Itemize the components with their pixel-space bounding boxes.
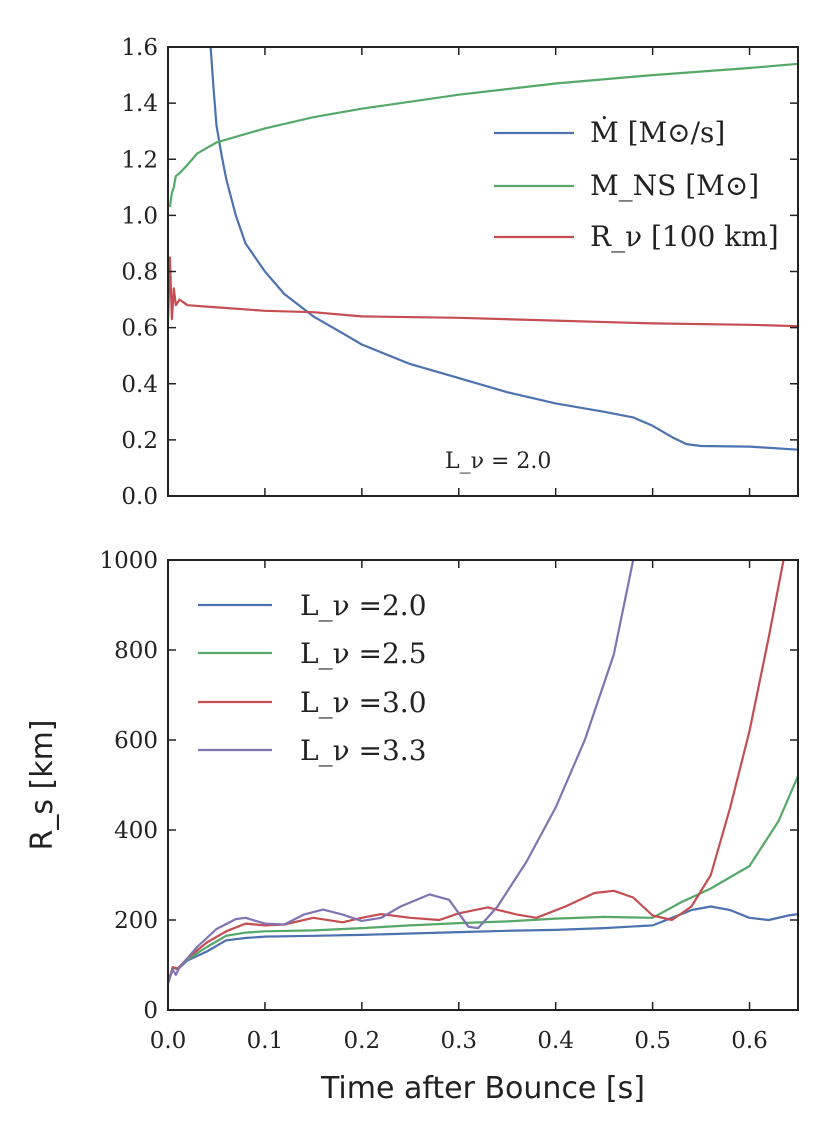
bottom-legend: L_ν =2.0 L_ν =2.5 L_ν =3.0 L_ν =3.3: [198, 589, 427, 767]
top-ticks: 0.0 0.2 0.4 0.6 0.8 1.0 1.2 1.4 1.6: [121, 35, 798, 510]
bottom-xtick-label-0: 0.0: [150, 1028, 187, 1054]
bottom-ytick-label-5: 1000: [99, 548, 158, 574]
top-series-line-0: [209, 47, 798, 451]
bottom-ytick-label-1: 200: [114, 908, 158, 934]
bottom-xtick-label-6: 0.6: [731, 1028, 768, 1054]
top-ytick-label-6: 1.2: [121, 147, 158, 173]
legend-label-l20: L_ν =2.0: [300, 589, 427, 622]
legend-label-l33: L_ν =3.3: [300, 734, 427, 767]
top-ytick-label-3: 0.6: [121, 316, 158, 342]
top-ytick-label-5: 1.0: [121, 203, 158, 229]
legend-label-mns: M_NS [M⊙]: [590, 169, 759, 202]
bottom-series-line-2: [168, 560, 785, 984]
bottom-xtick-label-4: 0.4: [537, 1028, 574, 1054]
top-panel: 0.0 0.2 0.4 0.6 0.8 1.0 1.2 1.4 1.6 Ṁ [M⊙/s] M_N…: [121, 35, 799, 510]
top-ytick-label-4: 0.8: [121, 260, 158, 286]
bottom-xtick-label-1: 0.1: [247, 1028, 284, 1054]
legend-label-mdot: Ṁ [M⊙/s]: [590, 116, 725, 149]
top-ytick-label-2: 0.4: [121, 372, 158, 398]
top-series-line-1: [168, 62, 798, 208]
top-ytick-label-1: 0.2: [121, 428, 158, 454]
bottom-series-line-1: [168, 775, 798, 984]
bottom-ytick-label-2: 400: [114, 818, 158, 844]
top-legend: Ṁ [M⊙/s] M_NS [M⊙] R_ν [100 km]: [494, 116, 779, 253]
bottom-xtick-label-3: 0.3: [440, 1028, 477, 1054]
top-series-group: [168, 47, 798, 451]
bottom-ticks: 0.0 0.1 0.2 0.3 0.4 0.5 0.6 0 200 400 600 800 1000: [99, 548, 798, 1054]
top-axes-frame: [167, 46, 799, 497]
bottom-xtick-label-5: 0.5: [634, 1028, 671, 1054]
top-ytick-label-7: 1.4: [121, 91, 158, 117]
bottom-axes-frame: [167, 559, 799, 1011]
bottom-series-group: [168, 560, 798, 984]
bottom-series-line-3: [168, 560, 635, 984]
top-ytick-label-0: 0.0: [121, 484, 158, 510]
bottom-xtick-label-2: 0.2: [344, 1028, 381, 1054]
bottom-panel: 0.0 0.1 0.2 0.3 0.4 0.5 0.6 0 200 400 600 800 1000 L…: [25, 548, 799, 1106]
top-series-line-2: [168, 256, 798, 328]
legend-label-l25: L_ν =2.5: [300, 637, 427, 670]
top-annotation: L_ν = 2.0: [445, 449, 551, 474]
bottom-ytick-label-4: 800: [114, 638, 158, 664]
bottom-ytick-label-3: 600: [114, 728, 158, 754]
legend-label-rnu: R_ν [100 km]: [590, 220, 779, 253]
top-ytick-label-8: 1.6: [121, 35, 158, 61]
bottom-ytick-label-0: 0: [143, 998, 158, 1024]
legend-label-l30: L_ν =3.0: [300, 686, 427, 719]
y-axis-label: R_s [km]: [25, 719, 60, 850]
x-axis-label: Time after Bounce [s]: [320, 1071, 645, 1106]
bottom-series-line-0: [168, 905, 798, 984]
